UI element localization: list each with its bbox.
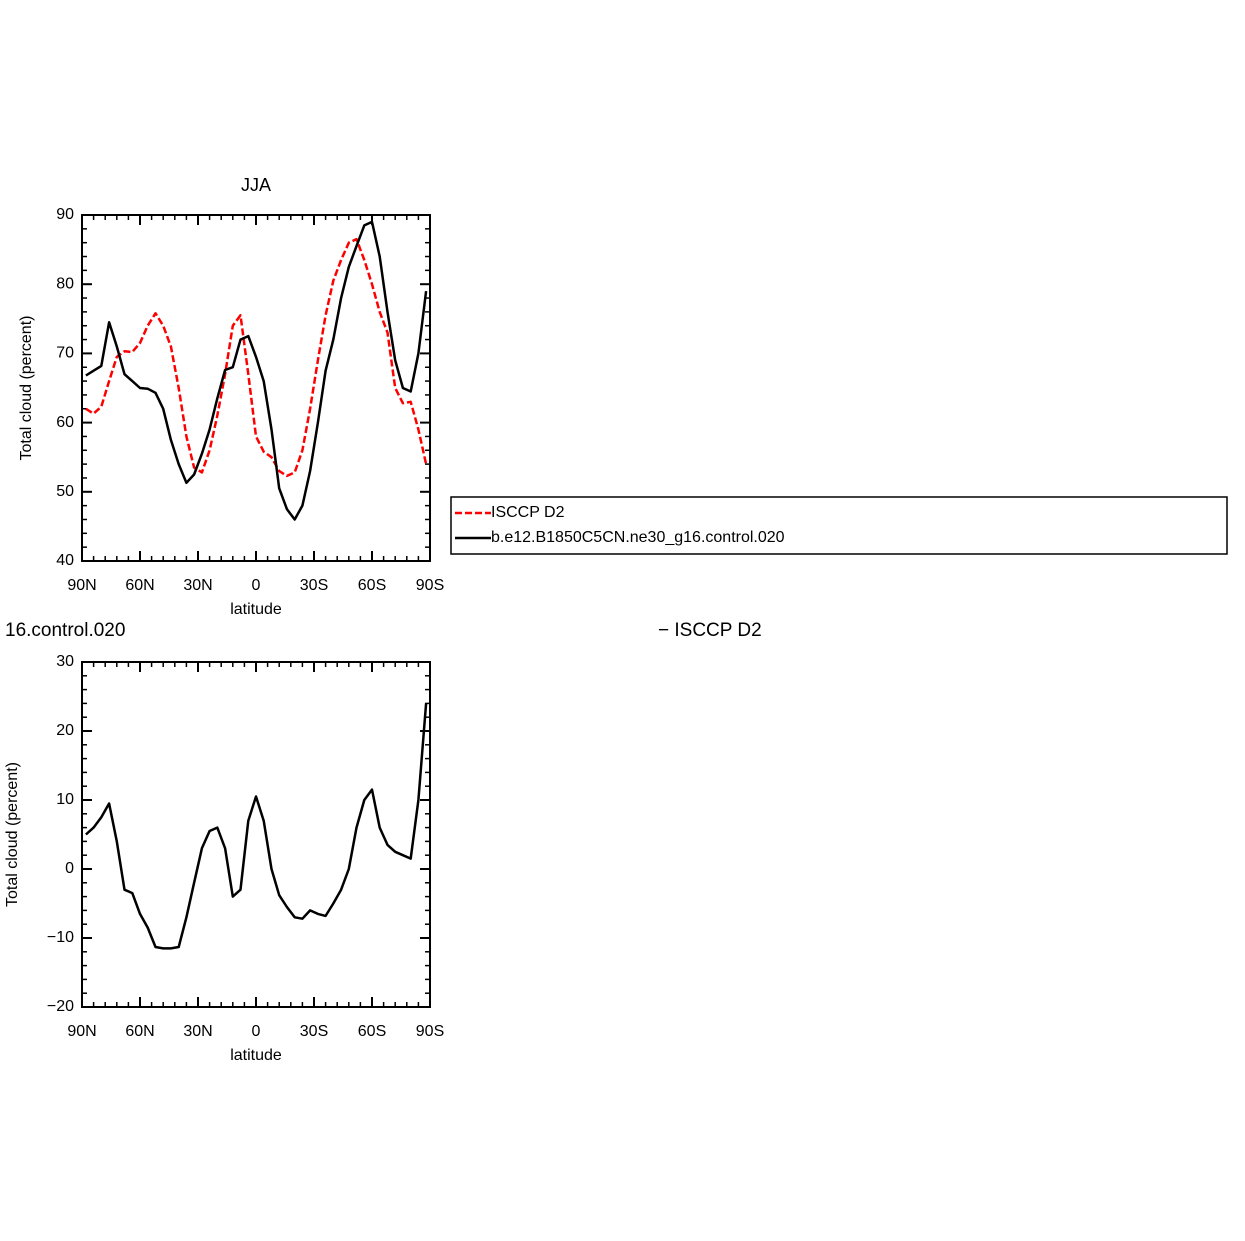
x-tick-label: 90N [67, 1023, 96, 1040]
x-tick-label: 60N [125, 1023, 154, 1040]
series-line [85, 237, 428, 478]
x-tick-label: 0 [252, 1023, 261, 1040]
x-tick-label: 30S [300, 577, 328, 594]
x-tick-label: 60N [125, 577, 154, 594]
y-tick-label: 10 [56, 791, 74, 808]
legend-label: ISCCP D2 [491, 504, 565, 521]
x-tick-label: 60S [358, 577, 386, 594]
plot-frame [81, 661, 431, 1008]
x-axis-label: latitude [230, 601, 282, 618]
y-axis-label: Total cloud (percent) [18, 316, 35, 461]
y-tick-label: 0 [65, 860, 74, 877]
x-tick-label: 30S [300, 1023, 328, 1040]
y-tick-label: 70 [56, 345, 74, 362]
x-tick-label: 30N [183, 577, 212, 594]
legend-label: b.e12.B1850C5CN.ne30_g16.control.020 [491, 529, 785, 546]
x-tick-label: 90S [416, 577, 444, 594]
y-tick-label: 30 [56, 653, 74, 670]
y-axis-label: Total cloud (percent) [4, 762, 21, 907]
series-line [85, 703, 428, 950]
y-tick-label: −10 [47, 929, 74, 946]
y-tick-label: 40 [56, 552, 74, 569]
chart-title: JJA [241, 175, 271, 195]
y-tick-label: 20 [56, 722, 74, 739]
series-line [85, 220, 428, 521]
y-tick-label: 80 [56, 275, 74, 292]
chart-title: − ISCCP D2 [658, 620, 762, 641]
x-tick-label: 0 [252, 577, 261, 594]
x-tick-label: 90N [67, 577, 96, 594]
x-axis-label: latitude [230, 1047, 282, 1064]
y-tick-label: 50 [56, 483, 74, 500]
chart-title: 16.control.020 [5, 620, 125, 641]
x-tick-label: 30N [183, 1023, 212, 1040]
x-tick-label: 60S [358, 1023, 386, 1040]
legend-box [450, 496, 1228, 555]
y-tick-label: 90 [56, 206, 74, 223]
y-tick-label: −20 [47, 998, 74, 1015]
y-tick-label: 60 [56, 414, 74, 431]
x-tick-label: 90S [416, 1023, 444, 1040]
plot-frame [81, 214, 431, 562]
